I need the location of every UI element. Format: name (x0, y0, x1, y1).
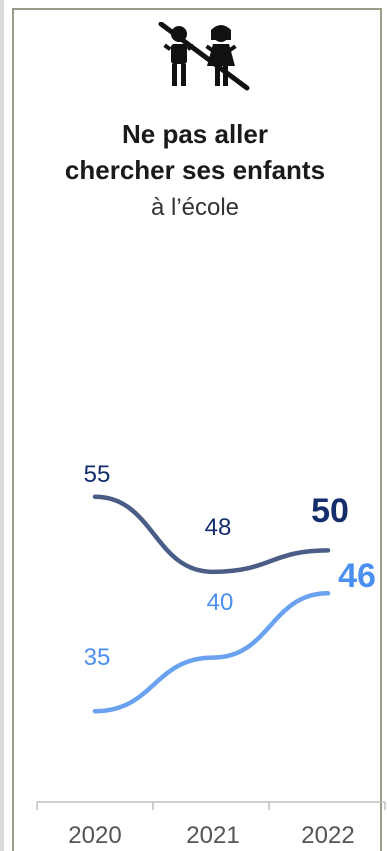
title-line-1: Ne pas aller (122, 119, 268, 149)
x-tick-label-2021: 2021 (186, 822, 239, 849)
children-crossed-out-icon (158, 22, 250, 91)
label-s0-2021: 48 (205, 514, 232, 541)
title-line-2: chercher ses enfants (64, 155, 326, 185)
series-line-1 (92, 591, 331, 714)
panel-frame (12, 8, 382, 851)
x-tick-label-2022: 2022 (301, 822, 354, 849)
label-s0-2020: 55 (84, 461, 111, 488)
label-s1-2021: 40 (207, 589, 234, 616)
x-tick-label-2020: 2020 (68, 822, 121, 849)
subtitle: à l’école (150, 194, 240, 221)
label-s1-2020: 35 (84, 644, 111, 671)
series-line-0 (92, 494, 331, 575)
label-s1-2022: 46 (338, 557, 376, 595)
label-s0-2022: 50 (311, 492, 349, 530)
left-edge (0, 0, 4, 851)
